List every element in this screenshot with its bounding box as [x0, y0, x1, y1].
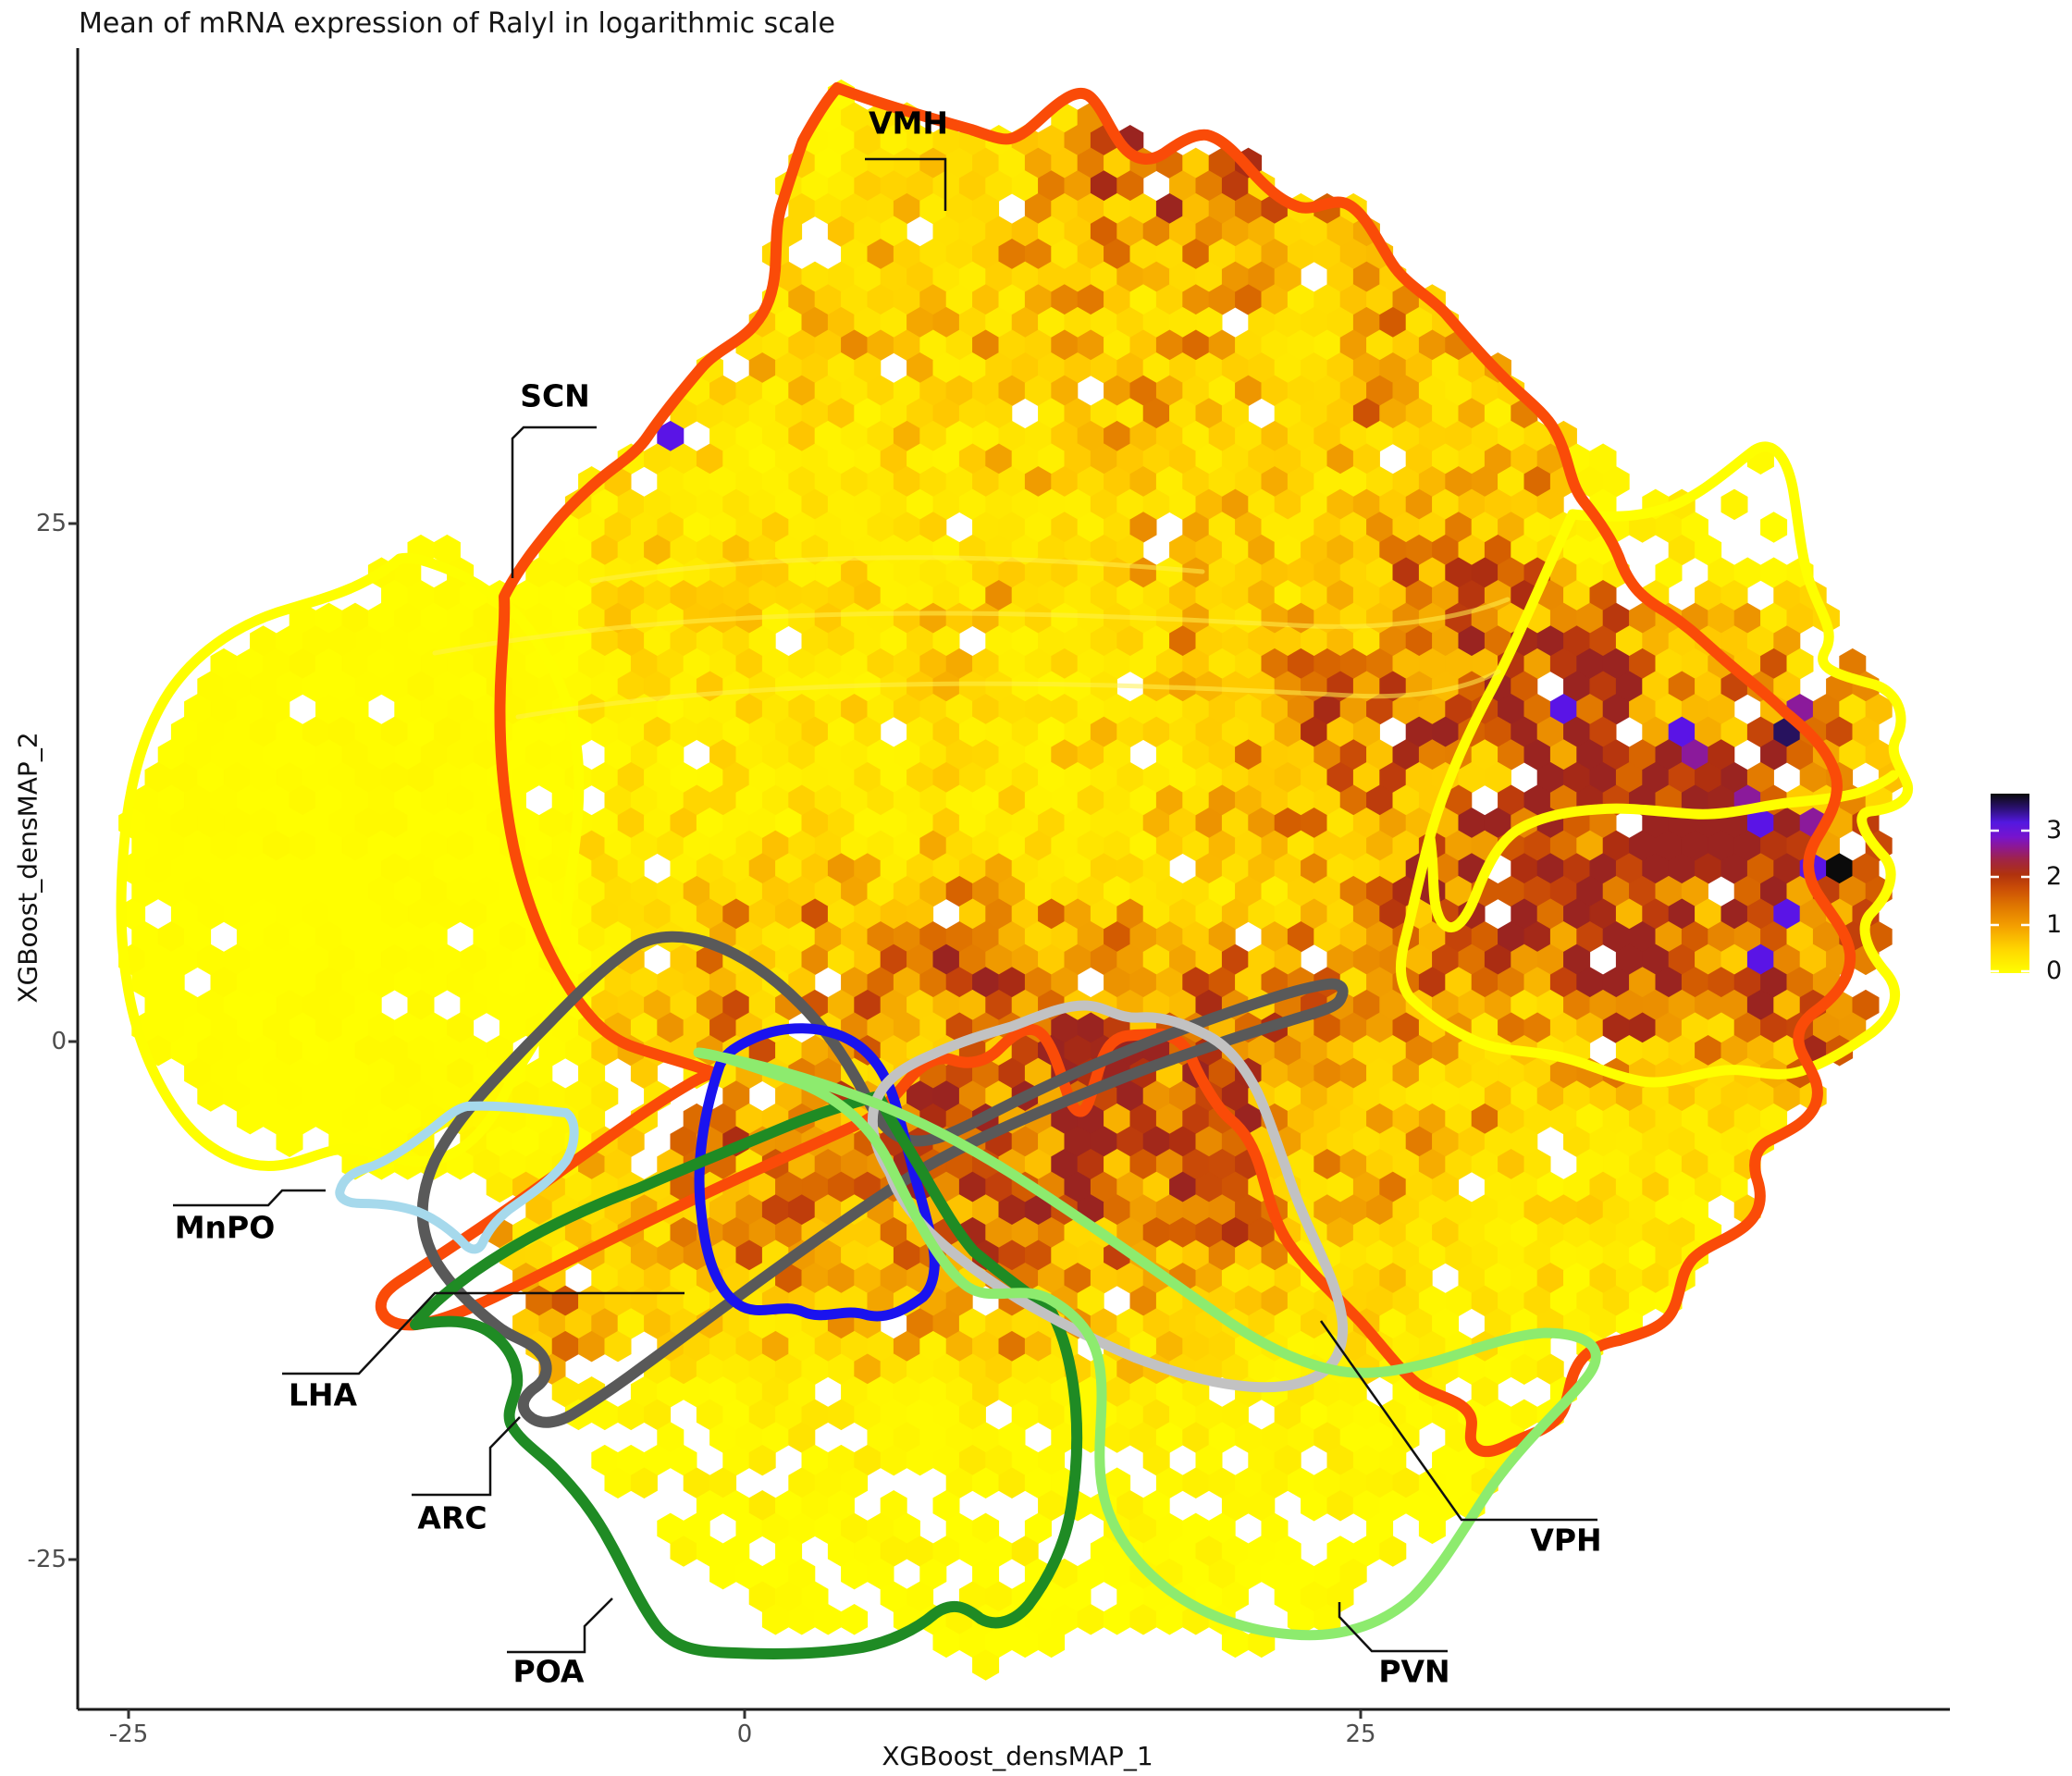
y-tick-label: -25	[27, 1546, 67, 1573]
region-label-lha: LHA	[288, 1376, 358, 1413]
region-outline-vph	[867, 1000, 1349, 1393]
callout-line-vmh	[865, 157, 947, 211]
region-outline-mnpo	[335, 1101, 579, 1254]
outline-yellow-left-blob	[116, 552, 585, 1171]
hexbin-cells	[118, 79, 1906, 1681]
outline-yellow-right-region	[1395, 441, 1914, 1088]
outline-pale-streak-1	[432, 597, 1511, 656]
callout-line-poa	[507, 1597, 613, 1654]
callout-line-lha	[282, 1291, 684, 1375]
region-label-scn: SCN	[520, 377, 590, 414]
callout-line-vph	[1319, 1320, 1597, 1522]
callout-line-scn	[511, 426, 597, 578]
legend-tick-label: 0	[2046, 956, 2063, 985]
callout-line-pvn	[1338, 1602, 1448, 1653]
region-label-vph: VPH	[1530, 1522, 1602, 1559]
x-tick-label: 0	[736, 1720, 753, 1748]
region-label-arc: ARC	[417, 1499, 487, 1536]
region-label-poa: POA	[512, 1653, 585, 1690]
x-tick-label: -25	[108, 1720, 149, 1748]
callout-line-mnpo	[173, 1189, 326, 1207]
region-outline-vmh	[375, 82, 1856, 1457]
outline-pale-streak-2	[515, 669, 1501, 720]
legend-colorbar	[1991, 794, 2029, 973]
callout-line-arc	[412, 1416, 521, 1497]
region-label-pvn: PVN	[1378, 1653, 1450, 1690]
y-tick-label: 0	[51, 1028, 67, 1055]
chart-title: Mean of mRNA expression of Ralyl in loga…	[79, 7, 835, 40]
region-label-mnpo: MnPO	[174, 1209, 276, 1246]
x-tick-label: 25	[1345, 1720, 1376, 1748]
outline-pale-streak-3	[589, 555, 1205, 584]
legend-tick-label: 3	[2046, 816, 2063, 845]
region-outline-arc	[694, 1023, 940, 1322]
y-tick-label: 25	[35, 510, 67, 537]
y-axis-title: XGBoost_densMAP_2	[12, 732, 43, 1004]
legend-tick-label: 2	[2046, 862, 2063, 891]
region-outline-pvn	[693, 1047, 1601, 1641]
x-axis-title: XGBoost_densMAP_1	[882, 1741, 1153, 1771]
legend-tick-label: 1	[2046, 910, 2063, 939]
region-outline-poa	[410, 1091, 1083, 1659]
region-label-vmh: VMH	[869, 105, 948, 142]
